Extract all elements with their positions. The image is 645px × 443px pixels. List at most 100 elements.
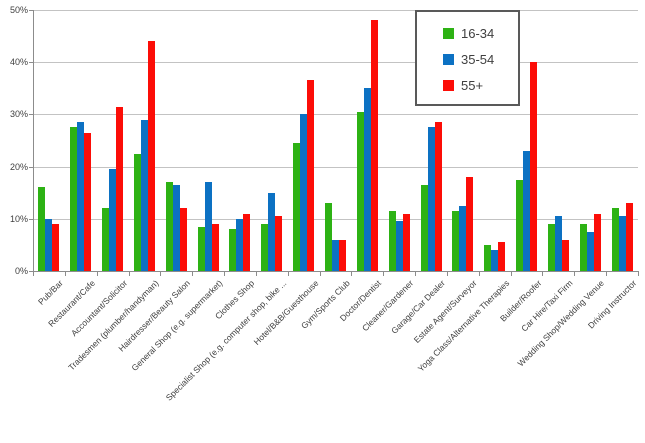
bar-35-54 [268, 193, 275, 271]
bar-35-54 [555, 216, 562, 271]
bar-35-54 [236, 219, 243, 271]
bar-55+ [498, 242, 505, 271]
bar-35-54 [459, 206, 466, 271]
bar-55+ [626, 203, 633, 271]
gridline [33, 167, 638, 168]
bar-35-54 [428, 127, 435, 271]
bar-55+ [371, 20, 378, 271]
y-axis-tick [29, 271, 33, 272]
x-axis-tick [65, 272, 66, 276]
bar-55+ [435, 122, 442, 271]
y-axis-tick [29, 62, 33, 63]
legend-label: 35-54 [461, 51, 495, 67]
x-axis-tick [447, 272, 448, 276]
y-axis-tick [29, 219, 33, 220]
x-axis-tick [574, 272, 575, 276]
y-axis-line [33, 10, 34, 272]
bar-55+ [339, 240, 346, 271]
y-axis-tick [29, 114, 33, 115]
y-tick-label: 30% [9, 109, 28, 119]
bar-55+ [562, 240, 569, 271]
bar-16-34 [548, 224, 555, 271]
y-tick-label: 40% [9, 57, 28, 67]
bar-35-54 [45, 219, 52, 271]
bar-35-54 [109, 169, 116, 271]
bar-16-34 [452, 211, 459, 271]
bar-16-34 [516, 180, 523, 271]
x-axis-tick [606, 272, 607, 276]
gridline [33, 219, 638, 220]
x-axis-tick [351, 272, 352, 276]
bar-16-34 [325, 203, 332, 271]
bar-16-34 [166, 182, 173, 271]
bar-16-34 [580, 224, 587, 271]
legend-item: 35-54 [443, 46, 514, 72]
bar-55+ [275, 216, 282, 271]
bar-35-54 [491, 250, 498, 271]
y-tick-label: 10% [9, 214, 28, 224]
legend-item: 55+ [443, 72, 514, 98]
gridline [33, 62, 638, 63]
gridline [33, 10, 638, 11]
legend-swatch [443, 79, 454, 91]
y-tick-label: 50% [9, 5, 28, 15]
bar-35-54 [205, 182, 212, 271]
bar-55+ [212, 224, 219, 271]
bar-16-34 [293, 143, 300, 271]
category-label: Pub/Bar [36, 278, 66, 307]
bar-55+ [116, 107, 123, 271]
x-axis-tick [542, 272, 543, 276]
bar-16-34 [612, 208, 619, 271]
bar-16-34 [70, 127, 77, 271]
bar-55+ [84, 133, 91, 271]
x-axis-tick [33, 272, 34, 276]
bar-35-54 [619, 216, 626, 271]
bar-55+ [530, 62, 537, 271]
y-axis-tick [29, 10, 33, 11]
x-axis-tick [224, 272, 225, 276]
bar-55+ [243, 214, 250, 271]
y-tick-label: 20% [9, 162, 28, 172]
legend-label: 55+ [461, 77, 484, 93]
y-axis-tick [29, 167, 33, 168]
bar-55+ [466, 177, 473, 271]
legend-item: 16-34 [443, 20, 514, 46]
x-axis-tick [192, 272, 193, 276]
bar-35-54 [332, 240, 339, 271]
x-axis-line [33, 271, 639, 272]
category-label: Specialist Shop (e.g. computer shop, bik… [163, 278, 289, 403]
bar-35-54 [77, 122, 84, 271]
x-axis-tick [288, 272, 289, 276]
bar-35-54 [364, 88, 371, 271]
legend: 16-34 35-54 55+ [415, 10, 520, 106]
x-axis-tick [479, 272, 480, 276]
bar-35-54 [523, 151, 530, 271]
bar-16-34 [357, 112, 364, 271]
bar-35-54 [396, 221, 403, 271]
bar-16-34 [102, 208, 109, 271]
bar-35-54 [587, 232, 594, 271]
bar-16-34 [38, 187, 45, 271]
bar-16-34 [198, 227, 205, 271]
bar-55+ [148, 41, 155, 271]
x-axis-tick [160, 272, 161, 276]
bar-35-54 [141, 120, 148, 271]
x-axis-tick [256, 272, 257, 276]
bar-16-34 [389, 211, 396, 271]
bar-16-34 [421, 185, 428, 271]
x-axis-tick [415, 272, 416, 276]
bar-35-54 [300, 114, 307, 271]
x-axis-tick [320, 272, 321, 276]
x-axis-tick [511, 272, 512, 276]
legend-swatch [443, 27, 454, 39]
bar-55+ [403, 214, 410, 271]
category-label: Accountant/Solicitor [68, 278, 130, 339]
legend-swatch [443, 53, 454, 65]
legend-label: 16-34 [461, 25, 495, 41]
bar-35-54 [173, 185, 180, 271]
bar-55+ [594, 214, 601, 271]
bar-16-34 [134, 154, 141, 271]
x-axis-tick [129, 272, 130, 276]
bar-16-34 [484, 245, 491, 271]
